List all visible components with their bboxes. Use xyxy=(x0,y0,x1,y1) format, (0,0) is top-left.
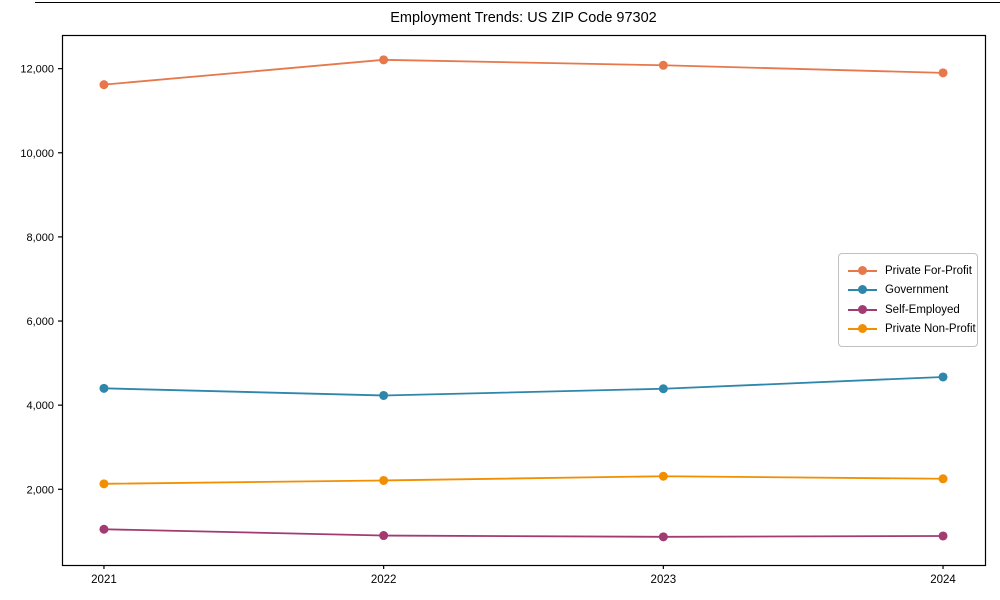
legend: Private For-Profit Government Self-Emplo… xyxy=(838,253,978,347)
data-point-private-for-profit-2024 xyxy=(938,68,948,78)
data-point-private-non-profit-2023 xyxy=(658,471,668,481)
line-marker-icon xyxy=(848,265,877,276)
plot-border xyxy=(61,34,987,567)
series-line-government xyxy=(103,376,944,397)
data-point-private-for-profit-2022 xyxy=(379,55,389,65)
chart-title: Employment Trends: US ZIP Code 97302 xyxy=(390,10,657,26)
data-point-private-non-profit-2021 xyxy=(99,479,109,489)
legend-label: Self-Employed xyxy=(885,303,960,316)
line-marker-icon xyxy=(848,304,877,315)
x-tick-label: 2021 xyxy=(91,574,117,586)
data-point-private-non-profit-2024 xyxy=(938,474,948,484)
legend-item-private-non-profit: Private Non-Profit xyxy=(848,320,976,339)
series-line-self-employed xyxy=(103,528,944,538)
data-point-self-employed-2023 xyxy=(658,532,668,542)
data-point-government-2024 xyxy=(938,372,948,382)
series-line-private-for-profit xyxy=(103,58,944,86)
series-line-private-non-profit xyxy=(103,475,944,485)
data-point-private-for-profit-2023 xyxy=(658,60,668,70)
figure-top-border xyxy=(35,2,1000,3)
x-tick-label: 2023 xyxy=(651,574,677,586)
legend-label: Private Non-Profit xyxy=(885,323,976,336)
line-marker-icon xyxy=(848,285,877,295)
data-point-self-employed-2022 xyxy=(379,531,389,541)
y-tick-label: 12,000 xyxy=(20,64,54,76)
line-marker-icon xyxy=(848,324,877,334)
data-point-private-for-profit-2021 xyxy=(99,80,109,90)
y-tick-label: 2,000 xyxy=(26,484,54,496)
y-tick-label: 8,000 xyxy=(26,232,54,244)
legend-label: Private For-Profit xyxy=(885,264,972,277)
data-point-government-2022 xyxy=(379,390,389,400)
legend-item-self-employed: Self-Employed xyxy=(848,300,968,319)
legend-item-government: Government xyxy=(848,281,968,300)
y-tick-label: 4,000 xyxy=(26,400,54,412)
y-tick-label: 10,000 xyxy=(20,148,54,160)
data-point-government-2021 xyxy=(99,383,109,393)
data-point-government-2023 xyxy=(658,384,668,394)
legend-label: Government xyxy=(885,284,949,297)
x-tick-label: 2022 xyxy=(371,574,397,586)
y-tick-label: 6,000 xyxy=(26,316,54,328)
data-point-private-non-profit-2022 xyxy=(379,475,389,485)
x-tick-label: 2024 xyxy=(930,574,956,586)
data-point-self-employed-2024 xyxy=(938,531,948,541)
data-point-self-employed-2021 xyxy=(99,524,109,534)
legend-item-private-for-profit: Private For-Profit xyxy=(848,261,972,280)
